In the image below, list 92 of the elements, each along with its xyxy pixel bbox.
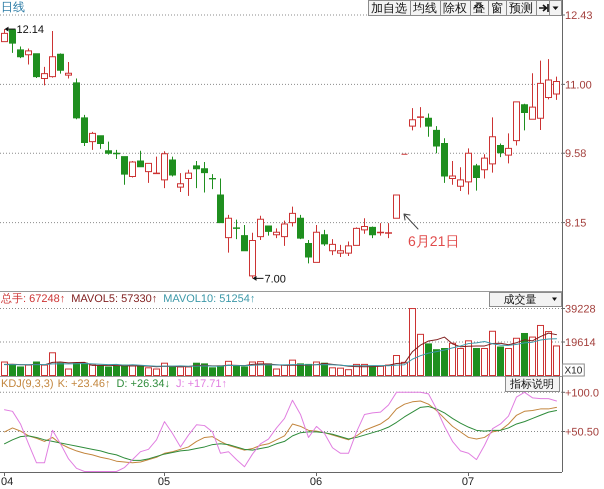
bar: [89, 364, 96, 376]
text: MAVOL5: 57330↑: [71, 293, 158, 305]
candlestick: [33, 52, 40, 79]
candlestick: [409, 108, 416, 131]
candlestick: [297, 214, 304, 240]
annotation: 6月21日: [408, 233, 460, 249]
candlestick: [521, 103, 528, 131]
y-tick-label: 8.15: [565, 218, 586, 230]
bar: [497, 346, 504, 376]
text: D: +26.34↓: [116, 378, 170, 390]
annotation: 12.14: [16, 24, 44, 36]
text: K: +23.46↑: [58, 378, 110, 390]
candlestick: [225, 214, 232, 254]
candlestick: [313, 224, 320, 263]
line-series: [4, 392, 557, 472]
x-tick-label: 04: [0, 476, 14, 488]
y-tick-label: 12.43: [565, 10, 593, 22]
candlestick: [233, 219, 240, 240]
annotation: 加自选: [371, 1, 407, 16]
text: MAVOL10: 51254↑: [163, 293, 256, 305]
candlestick: [425, 112, 432, 138]
annotation: 均线: [412, 1, 437, 16]
text: 总手: 67248↑: [0, 292, 66, 305]
candlestick: [185, 169, 192, 196]
candlestick: [473, 163, 480, 192]
y-tick-label: 19614: [565, 337, 596, 349]
candlestick: [129, 160, 136, 178]
annotation: 除权: [443, 1, 467, 16]
x-tick-label: 06: [310, 476, 322, 488]
candlestick: [177, 172, 184, 193]
bar: [313, 362, 320, 376]
button: 加自选: [368, 0, 411, 16]
y-tick-label: 9.58: [565, 148, 586, 160]
button: 指标说明: [505, 376, 560, 392]
candlestick: [289, 206, 296, 227]
candlestick: [305, 240, 312, 264]
chart-title: KDJ(9,3,3): [1, 378, 54, 390]
bar: [473, 348, 480, 376]
candlestick: [137, 150, 144, 168]
button: 均线: [410, 0, 441, 16]
annotation: 窗: [491, 1, 503, 16]
candlestick: [241, 224, 248, 252]
candlestick: [449, 160, 456, 186]
candlestick: [217, 178, 224, 224]
annotation: 叠: [473, 1, 485, 16]
bar: [521, 332, 528, 376]
candlestick: [57, 52, 64, 74]
bar: [129, 365, 136, 376]
candlestick: [17, 46, 24, 59]
y-tick-label: 39228: [565, 304, 596, 316]
bar: [57, 362, 64, 376]
chart-title: 日线: [1, 0, 25, 14]
candlestick: [321, 229, 328, 246]
candlestick: [9, 30, 16, 54]
bar: [33, 362, 40, 376]
button: 窗: [488, 0, 507, 16]
button: 叠: [470, 0, 489, 16]
candlestick: [497, 143, 504, 158]
candlestick: [505, 132, 512, 164]
candlestick: [513, 101, 520, 146]
candlestick: [265, 225, 272, 236]
candlestick: [1, 28, 8, 42]
x-tick-label: 07: [462, 476, 474, 488]
annotation: 7.00: [264, 273, 286, 286]
candlestick: [169, 156, 176, 178]
y-axis-title: X10: [564, 366, 583, 376]
candlestick: [417, 106, 424, 128]
y-tick-label: +100.0: [565, 387, 599, 400]
candlestick: [249, 232, 256, 279]
candlestick: [121, 156, 128, 186]
candlestick: [25, 48, 32, 65]
text: J: +17.71↑: [176, 378, 228, 390]
candlestick: [89, 131, 96, 150]
y-tick-label: +50.50: [565, 426, 599, 439]
candlestick: [369, 226, 376, 239]
candlestick: [145, 162, 152, 184]
candlestick: [257, 215, 264, 241]
y-tick-label: 11.00: [565, 79, 592, 92]
bar: [137, 365, 144, 376]
candlestick: [209, 174, 216, 190]
bar: [25, 364, 32, 376]
button: 除权: [440, 0, 471, 16]
bar: [1, 362, 8, 376]
line-series: [4, 338, 557, 367]
candlestick: [65, 62, 72, 80]
x-tick-label: 05: [158, 476, 170, 488]
annotation: 预测: [509, 1, 533, 16]
candlestick: [97, 135, 104, 150]
button: 成交量: [489, 292, 562, 307]
bar: [65, 368, 72, 376]
button: 预测: [506, 0, 537, 16]
candlestick: [393, 194, 400, 219]
